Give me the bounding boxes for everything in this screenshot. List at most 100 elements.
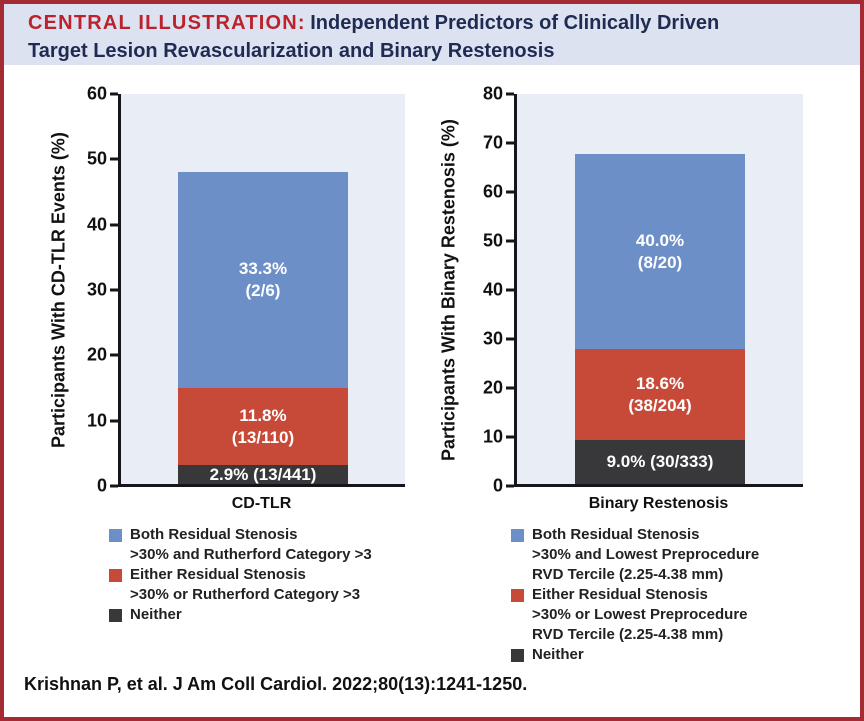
y-tick-30: 30 [473,329,514,350]
y-tick-label: 40 [482,279,503,300]
y-axis-title-binary-restenosis: Participants With Binary Restenosis (%) [438,119,459,462]
legend-swatch [511,589,524,602]
y-tick-mark [506,288,514,292]
y-tick-label: 10 [482,426,503,447]
y-tick-mark [506,435,514,439]
y-tick-mark [110,353,118,357]
header-kicker: CENTRAL ILLUSTRATION: [28,12,306,34]
y-axis-ticks-binary-restenosis: 0 10 20 30 40 50 60 70 80 [464,84,514,496]
y-tick-label: 20 [482,377,503,398]
y-tick-label: 30 [482,328,503,349]
y-tick-60: 60 [77,84,118,105]
y-tick-label: 50 [86,148,107,169]
y-tick-40: 40 [77,214,118,235]
legend-text: Neither [532,646,584,663]
y-tick-label: 0 [492,475,503,496]
stacked-bar-cd-tlr: 33.3% (2/6) 11.8% (13/110) 2.9% (13/441) [178,94,348,484]
x-axis-label-binary-restenosis: Binary Restenosis [588,495,729,512]
figure-header: CENTRAL ILLUSTRATION: Independent Predic… [4,4,860,65]
bar-segment-label: 18.6% [635,373,685,393]
y-tick-mark [110,92,118,96]
legend-item: Neither [511,645,759,665]
bar-segment-label: (2/6) [245,281,281,301]
bar-segment-both: 40.0% (8/20) [575,154,745,350]
y-tick-40: 40 [473,280,514,301]
y-tick-mark [110,419,118,423]
stacked-bar-binary-restenosis: 40.0% (8/20) 18.6% (38/204) 9.0% (30/333) [575,94,745,484]
legend-swatch [511,649,524,662]
y-tick-0: 0 [473,476,514,497]
y-tick-20: 20 [77,345,118,366]
bar-segment-either: 18.6% (38/204) [575,349,745,441]
y-tick-label: 50 [482,230,503,251]
y-tick-label: 40 [86,214,107,235]
y-tick-label: 20 [86,344,107,365]
bar-segment-label: 2.9% (13/441) [209,464,317,484]
legend-text: Both Residual Stenosis >30% and Lowest Pr… [532,526,760,583]
y-tick-label: 0 [96,475,107,496]
legend-item: Either Residual Stenosis >30% or Lowest P… [511,585,759,645]
figure-title-line2: Target Lesion Revascularization and Bina… [28,40,555,62]
bar-segment-label: (13/110) [231,427,295,447]
y-tick-80: 80 [473,84,514,105]
y-tick-70: 70 [473,133,514,154]
y-tick-label: 60 [86,83,107,104]
y-tick-50: 50 [473,231,514,252]
y-tick-mark [506,337,514,341]
y-tick-mark [506,141,514,145]
legend-item: Either Residual Stenosis >30% or Rutherfo… [109,565,372,605]
legend-swatch [109,609,122,622]
y-tick-10: 10 [77,410,118,431]
bar-segment-label: 33.3% [238,259,288,279]
y-tick-60: 60 [473,182,514,203]
y-tick-mark [506,190,514,194]
bar-segment-label: 11.8% [239,405,287,425]
y-tick-mark [506,484,514,488]
bar-segment-label: 40.0% [635,230,685,250]
y-tick-mark [506,92,514,96]
legend-item: Both Residual Stenosis >30% and Lowest Pr… [511,525,759,585]
y-tick-label: 10 [86,410,107,431]
y-tick-50: 50 [77,149,118,170]
y-tick-0: 0 [77,476,118,497]
citation: Krishnan P, et al. J Am Coll Cardiol. 20… [24,674,528,694]
legend-swatch [511,529,524,542]
y-tick-mark [506,386,514,390]
legend-swatch [109,529,122,542]
legend-text: Both Residual Stenosis >30% and Rutherfor… [130,526,372,563]
legend-text: Either Residual Stenosis >30% or Lowest P… [532,586,748,643]
plot-area-cd-tlr: 33.3% (2/6) 11.8% (13/110) 2.9% (13/441) [118,94,405,487]
bar-segment-label: 9.0% (30/333) [606,452,714,472]
legend-text: Either Residual Stenosis >30% or Rutherfo… [130,566,361,603]
y-tick-20: 20 [473,378,514,399]
y-tick-mark [506,239,514,243]
y-tick-mark [110,223,118,227]
figure-title-line1: Independent Predictors of Clinically Dri… [310,12,720,34]
y-tick-label: 60 [482,181,503,202]
y-tick-mark [110,157,118,161]
y-tick-label: 30 [86,279,107,300]
y-tick-mark [110,484,118,488]
x-axis-label-cd-tlr: CD-TLR [231,495,292,512]
y-tick-label: 80 [482,83,503,104]
figure-title-line1-row: CENTRAL ILLUSTRATION: Independent Predic… [28,10,850,38]
legend-swatch [109,569,122,582]
y-tick-label: 70 [482,132,503,153]
legend-item: Neither [109,605,372,625]
bar-segment-neither: 9.0% (30/333) [575,440,745,484]
legend-cd-tlr: Both Residual Stenosis >30% and Rutherfor… [109,525,372,625]
bar-segment-neither: 2.9% (13/441) [178,465,348,484]
legend-item: Both Residual Stenosis >30% and Rutherfor… [109,525,372,565]
y-tick-30: 30 [77,280,118,301]
bar-segment-either: 11.8% (13/110) [178,388,348,466]
y-tick-10: 10 [473,427,514,448]
y-tick-mark [110,288,118,292]
bar-segment-label: (8/20) [637,252,683,272]
plot-area-binary-restenosis: 40.0% (8/20) 18.6% (38/204) 9.0% (30/333) [514,94,803,487]
legend-text: Neither [130,606,182,623]
bar-segment-label: (38/204) [628,395,692,415]
legend-binary-restenosis: Both Residual Stenosis >30% and Lowest Pr… [511,525,759,665]
bar-segment-both: 33.3% (2/6) [178,172,348,389]
y-axis-ticks-cd-tlr: 0 10 20 30 40 50 60 [68,84,118,496]
